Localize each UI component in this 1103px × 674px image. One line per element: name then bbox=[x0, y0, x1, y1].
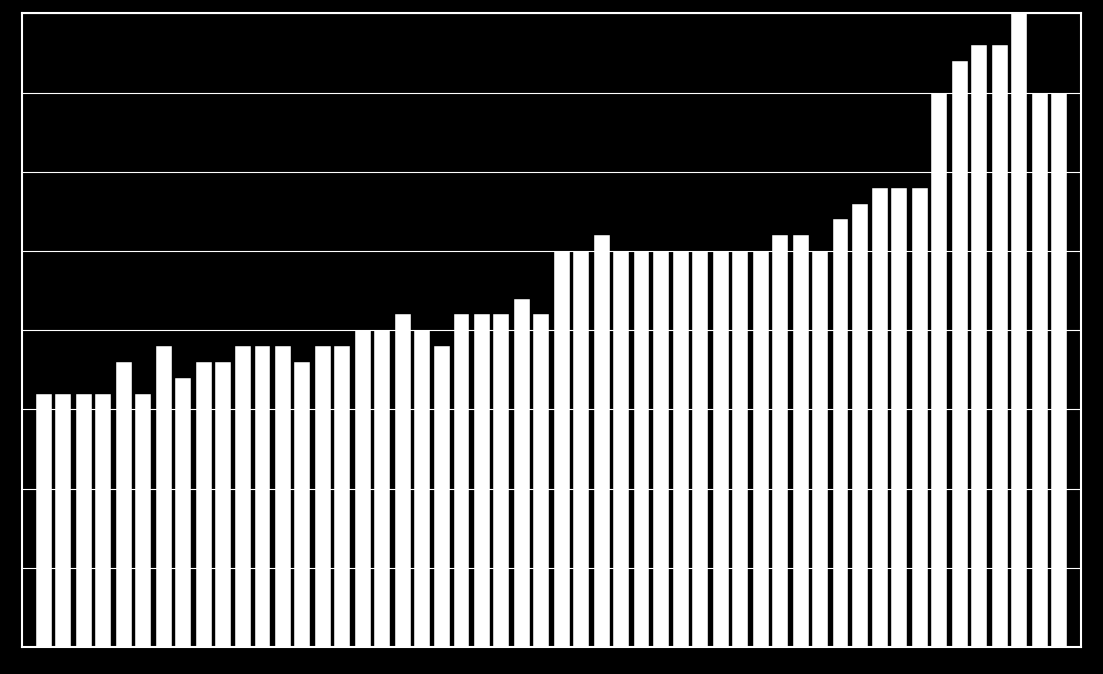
Bar bbox=[156, 346, 172, 647]
Bar bbox=[1051, 92, 1067, 647]
Bar bbox=[95, 394, 111, 647]
Bar bbox=[175, 377, 191, 647]
Bar bbox=[355, 330, 371, 647]
Bar bbox=[295, 362, 310, 647]
Bar bbox=[135, 394, 151, 647]
Bar bbox=[572, 251, 589, 647]
Bar bbox=[215, 362, 231, 647]
Bar bbox=[952, 61, 968, 647]
Bar bbox=[493, 314, 510, 647]
Bar bbox=[714, 251, 729, 647]
Bar bbox=[852, 204, 868, 647]
Bar bbox=[593, 235, 610, 647]
Bar bbox=[414, 330, 430, 647]
Bar bbox=[334, 346, 350, 647]
Bar bbox=[315, 346, 331, 647]
Bar bbox=[753, 251, 769, 647]
Bar bbox=[613, 251, 629, 647]
Bar bbox=[55, 394, 72, 647]
Bar bbox=[793, 235, 808, 647]
Bar bbox=[732, 251, 748, 647]
Bar bbox=[992, 45, 1008, 647]
Bar bbox=[931, 92, 947, 647]
Bar bbox=[1010, 13, 1027, 647]
Bar bbox=[971, 45, 987, 647]
Bar bbox=[474, 314, 490, 647]
Bar bbox=[833, 220, 848, 647]
Bar bbox=[435, 346, 450, 647]
Bar bbox=[276, 346, 291, 647]
Bar bbox=[235, 346, 251, 647]
Bar bbox=[533, 314, 549, 647]
Bar bbox=[195, 362, 212, 647]
Bar bbox=[812, 251, 827, 647]
Bar bbox=[912, 187, 928, 647]
Bar bbox=[36, 394, 52, 647]
Bar bbox=[76, 394, 93, 647]
Bar bbox=[891, 187, 908, 647]
Bar bbox=[872, 187, 888, 647]
Bar bbox=[772, 235, 788, 647]
Bar bbox=[255, 346, 270, 647]
Bar bbox=[673, 251, 689, 647]
Bar bbox=[116, 362, 132, 647]
Bar bbox=[633, 251, 650, 647]
Bar bbox=[374, 330, 389, 647]
Bar bbox=[1031, 92, 1048, 647]
Bar bbox=[653, 251, 668, 647]
Bar bbox=[514, 299, 531, 647]
Bar bbox=[395, 314, 410, 647]
Bar bbox=[453, 314, 470, 647]
Bar bbox=[693, 251, 708, 647]
Bar bbox=[554, 251, 570, 647]
